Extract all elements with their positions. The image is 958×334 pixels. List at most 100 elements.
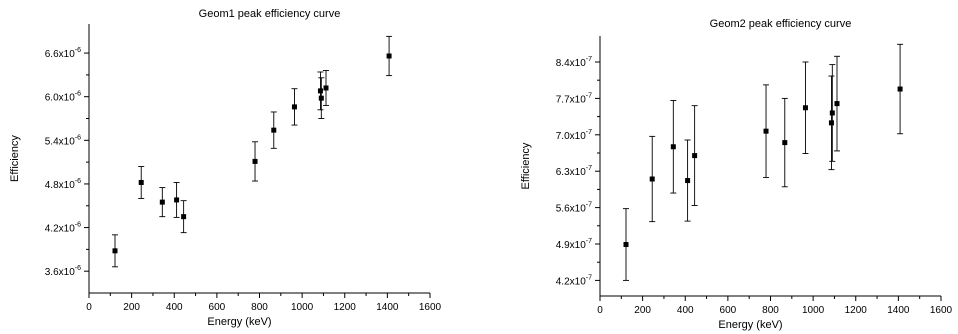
y-tick-label: 8.4x10-7 (556, 56, 592, 69)
point-marker (317, 88, 323, 94)
y-tick-label: 4.2x10-7 (556, 274, 592, 287)
x-tick-label: 200 (123, 302, 140, 313)
x-tick-label: 1200 (334, 302, 357, 313)
data-point (138, 166, 145, 199)
x-tick-label: 1600 (419, 302, 442, 313)
point-marker (323, 85, 329, 91)
point-marker (782, 140, 788, 146)
y-tick-exponent: -6 (75, 47, 81, 54)
chart-geom1: Geom1 peak efficiency curve 0 200 400 600 800… (9, 8, 442, 328)
y-tick-mantissa: 5.4x10 (45, 136, 75, 147)
y-axis-label: Efficiency (9, 135, 21, 182)
data-point (386, 35, 393, 77)
y-tick-label: 5.4x10-6 (45, 134, 81, 147)
y-tick-label: 5.6x10-7 (556, 202, 592, 215)
data-point (833, 55, 840, 152)
data-point (649, 135, 656, 223)
y-tick-mantissa: 6.0x10 (45, 93, 75, 104)
point-marker (828, 120, 834, 126)
point-marker (649, 176, 655, 182)
point-marker (829, 110, 835, 116)
point-marker (763, 128, 769, 134)
data-point (159, 187, 166, 218)
data-point (291, 88, 298, 126)
y-tick-mantissa: 7.0x10 (556, 131, 586, 142)
data-point (684, 139, 691, 222)
data-point (829, 64, 836, 162)
y-tick-mantissa: 4.9x10 (556, 240, 586, 251)
data-point (317, 71, 324, 111)
data-point (897, 43, 904, 135)
y-tick-mantissa: 3.6x10 (45, 267, 75, 278)
x-tick-label: 1000 (802, 305, 825, 316)
y-tick-exponent: -7 (586, 274, 592, 281)
y-tick-mantissa: 5.6x10 (556, 204, 586, 215)
point-marker (271, 127, 277, 133)
y-tick-label: 4.9x10-7 (556, 238, 592, 251)
y-tick-exponent: -6 (75, 134, 81, 141)
y-tick-mantissa: 8.4x10 (556, 58, 586, 69)
data-point (252, 141, 259, 182)
y-tick-exponent: -6 (75, 265, 81, 272)
x-tick-label: 600 (209, 302, 226, 313)
point-marker (181, 214, 187, 220)
data-point (691, 105, 698, 206)
x-tick-label: 1600 (930, 305, 953, 316)
point-marker (318, 95, 324, 101)
y-tick-exponent: -7 (586, 92, 592, 99)
x-tick-label: 200 (634, 305, 651, 316)
chart-title: Geom2 peak efficiency curve (710, 18, 852, 30)
point-marker (692, 153, 698, 159)
y-tick-mantissa: 4.8x10 (45, 180, 75, 191)
x-tick-label: 0 (597, 305, 603, 316)
point-marker (670, 144, 676, 150)
y-tick-label: 7.7x10-7 (556, 92, 592, 105)
point-marker (291, 104, 297, 110)
y-tick-label: 4.2x10-6 (45, 222, 81, 235)
y-tick-exponent: -7 (586, 129, 592, 136)
y-tick-mantissa: 4.2x10 (556, 276, 586, 287)
point-marker (252, 158, 258, 164)
y-tick-exponent: -6 (75, 91, 81, 98)
point-marker (159, 199, 165, 205)
data-point (180, 200, 187, 234)
point-marker (623, 242, 629, 248)
point-marker (386, 53, 392, 59)
x-tick-label: 400 (166, 302, 183, 313)
y-tick-label: 6.0x10-6 (45, 91, 81, 104)
y-tick-exponent: -6 (75, 222, 81, 229)
point-marker (685, 178, 691, 184)
y-tick-exponent: -7 (586, 202, 592, 209)
y-tick-label: 7.0x10-7 (556, 129, 592, 142)
x-tick-label: 400 (677, 305, 694, 316)
y-tick-exponent: -6 (75, 178, 81, 185)
y-tick-label: 3.6x10-6 (45, 265, 81, 278)
y-axis-label: Efficiency (520, 142, 532, 189)
data-point (828, 75, 835, 171)
point-marker (802, 105, 808, 111)
x-tick-label: 1200 (845, 305, 868, 316)
y-tick-exponent: -7 (586, 165, 592, 172)
chart-geom2: Geom2 peak efficiency curve 0 200 400 600 800… (520, 18, 953, 331)
data-point (112, 234, 119, 268)
point-marker (897, 86, 903, 92)
x-axis-label: Energy (keV) (207, 316, 271, 328)
data-point (670, 100, 677, 194)
point-marker (138, 179, 144, 185)
point-marker (112, 248, 118, 254)
y-tick-exponent: -7 (586, 238, 592, 245)
y-tick-label: 6.3x10-7 (556, 165, 592, 178)
data-point (781, 97, 788, 188)
data-point (318, 77, 325, 119)
y-tick-label: 4.8x10-6 (45, 178, 81, 191)
data-point (623, 208, 630, 281)
x-tick-label: 800 (251, 302, 268, 313)
y-tick-mantissa: 6.6x10 (45, 49, 75, 60)
x-tick-label: 1400 (887, 305, 910, 316)
y-tick-mantissa: 4.2x10 (45, 224, 75, 235)
x-axis-label: Energy (keV) (718, 319, 782, 331)
x-tick-label: 0 (86, 302, 92, 313)
x-tick-label: 1000 (291, 302, 314, 313)
point-marker (174, 197, 180, 203)
